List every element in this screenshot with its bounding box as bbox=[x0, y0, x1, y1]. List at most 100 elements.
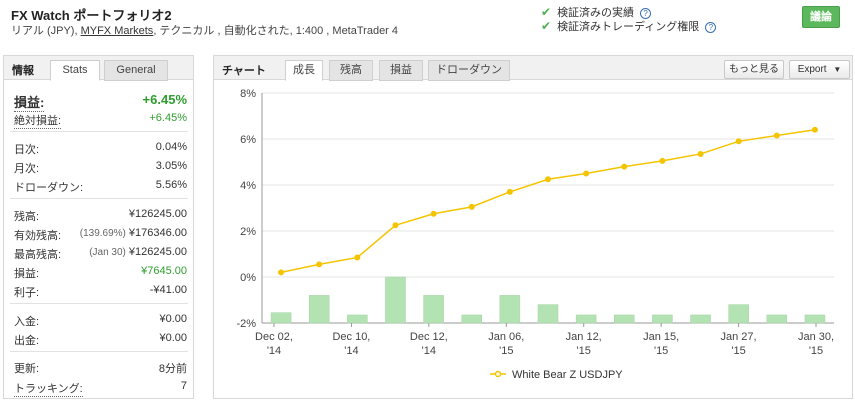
check-icon: ✔ bbox=[541, 19, 552, 33]
tab-profit[interactable]: 損益 bbox=[379, 60, 423, 81]
growth-chart: 8% 6% 4% 2% 0% -2% Dec 02, '14 Dec 10, '14 Dec 12… bbox=[236, 88, 834, 381]
tab-stats[interactable]: Stats bbox=[50, 60, 100, 81]
stat-value: ¥7645.00 bbox=[141, 265, 187, 277]
chart-bar bbox=[270, 312, 292, 324]
stat-value: ¥0.00 bbox=[159, 332, 187, 344]
x-tick-label: '14 bbox=[267, 345, 281, 357]
stat-highest: 最高残高: (Jan 30) ¥126245.00 bbox=[14, 246, 187, 262]
stat-label: 有効残高: bbox=[14, 230, 62, 242]
x-tick-label: '14 bbox=[422, 345, 436, 357]
line-layer bbox=[280, 129, 816, 274]
stat-label: 出金: bbox=[14, 335, 40, 347]
divider bbox=[10, 198, 188, 199]
stat-value: (139.69%) ¥176346.00 bbox=[80, 227, 187, 239]
legend[interactable]: White Bear Z USDJPY bbox=[490, 369, 623, 381]
x-tick-label: '15 bbox=[731, 345, 745, 357]
chart-bar bbox=[347, 314, 368, 324]
stat-label[interactable]: トラッキング: bbox=[14, 380, 83, 397]
y-tick-label: 8% bbox=[240, 88, 256, 100]
grid-layer bbox=[261, 92, 834, 324]
stat-label: 月次: bbox=[14, 163, 40, 175]
stat-equity: 有効残高: (139.69%) ¥176346.00 bbox=[14, 227, 187, 243]
data-point bbox=[621, 163, 628, 170]
more-button[interactable]: もっと見る bbox=[724, 60, 784, 79]
x-tick-label: '15 bbox=[499, 345, 513, 357]
subtitle-prefix: リアル (JPY), bbox=[11, 25, 78, 37]
tab-balance[interactable]: 残高 bbox=[329, 60, 373, 81]
info-panel: 情報 Stats General 損益: +6.45% 絶対損益: +6.45%… bbox=[3, 55, 194, 399]
y-tick-label: 6% bbox=[240, 134, 256, 146]
page-title: FX Watch ポートフォリオ2 bbox=[11, 8, 172, 23]
data-point bbox=[811, 126, 818, 133]
help-icon[interactable]: ? bbox=[705, 21, 717, 33]
export-button[interactable]: Export ▼ bbox=[789, 60, 850, 79]
data-point bbox=[354, 254, 361, 261]
stat-value: 5.56% bbox=[155, 179, 187, 191]
x-tick-label: Jan 27, bbox=[721, 331, 757, 343]
discuss-button[interactable]: 議論 bbox=[802, 6, 840, 28]
x-tick-label: '15 bbox=[654, 345, 668, 357]
data-point bbox=[583, 170, 590, 177]
chart-bar bbox=[308, 295, 330, 324]
data-point bbox=[773, 132, 780, 139]
x-tick-label: Jan 12, bbox=[566, 331, 602, 343]
y-tick-label: 4% bbox=[240, 180, 256, 192]
tab-drawdown[interactable]: ドローダウン bbox=[428, 60, 510, 81]
info-panel-header: 情報 Stats General bbox=[4, 56, 193, 81]
chart-bar bbox=[385, 276, 406, 324]
x-tick-label: Dec 02, bbox=[255, 331, 293, 343]
x-tick-label: Jan 15, bbox=[643, 331, 679, 343]
stat-value: +6.45% bbox=[149, 112, 187, 124]
chart-bar bbox=[614, 314, 635, 324]
chart-bar bbox=[766, 314, 788, 324]
stat-pl: 損益: ¥7645.00 bbox=[14, 265, 187, 281]
legend-label: White Bear Z USDJPY bbox=[512, 369, 623, 381]
chart-bar bbox=[537, 304, 559, 324]
stat-label: ドローダウン: bbox=[14, 182, 84, 194]
x-tick-label: Jan 06, bbox=[488, 331, 524, 343]
chevron-down-icon: ▼ bbox=[833, 65, 842, 74]
data-point bbox=[392, 222, 399, 229]
chart-bar bbox=[499, 295, 521, 324]
series-line bbox=[280, 129, 816, 274]
divider bbox=[10, 351, 188, 352]
chart-bar bbox=[461, 314, 482, 324]
stat-deposits: 入金: ¥0.00 bbox=[14, 313, 187, 329]
legend-marker bbox=[494, 370, 502, 378]
stat-profit: 損益: +6.45% bbox=[14, 92, 187, 112]
chart-bar bbox=[728, 304, 749, 324]
stat-value: 0.04% bbox=[155, 141, 187, 153]
chart-bar bbox=[423, 295, 444, 324]
stat-value: +6.45% bbox=[142, 92, 187, 107]
x-tick-label: '15 bbox=[809, 345, 823, 357]
stat-updated: 更新: 8分前 bbox=[14, 360, 187, 376]
help-icon[interactable]: ? bbox=[640, 7, 652, 19]
stat-daily: 日次: 0.04% bbox=[14, 141, 187, 157]
stat-value: 3.05% bbox=[155, 160, 187, 172]
verify-label-1: 検証済みの実績 bbox=[557, 7, 635, 19]
stat-label: 最高残高: bbox=[14, 249, 62, 261]
stat-label: 損益: bbox=[14, 268, 40, 280]
tab-growth[interactable]: 成長 bbox=[285, 60, 323, 81]
bar-layer bbox=[270, 276, 826, 324]
stat-label: 損益: bbox=[14, 92, 45, 112]
data-point bbox=[468, 203, 475, 210]
tab-general[interactable]: General bbox=[104, 60, 168, 81]
divider bbox=[10, 303, 188, 304]
divider bbox=[10, 131, 188, 132]
data-point bbox=[545, 176, 551, 183]
stat-value: 7 bbox=[180, 380, 187, 392]
verified-track-record: ✔ 検証済みの実績? bbox=[541, 4, 652, 20]
stat-label: 利子: bbox=[14, 287, 40, 299]
stat-value: -¥41.00 bbox=[149, 284, 187, 296]
check-icon: ✔ bbox=[541, 5, 552, 19]
stat-monthly: 月次: 3.05% bbox=[14, 160, 187, 176]
x-axis-ticks: Dec 02, '14 Dec 10, '14 Dec 12, '14 Jan 06, '15… bbox=[255, 323, 834, 357]
x-tick-label: Dec 10, bbox=[332, 331, 370, 343]
stat-withdrawals: 出金: ¥0.00 bbox=[14, 332, 187, 348]
data-point bbox=[735, 138, 742, 145]
data-point bbox=[278, 269, 285, 276]
stat-interest: 利子: -¥41.00 bbox=[14, 284, 187, 300]
chart-panel-title: チャート bbox=[222, 65, 266, 77]
broker-link[interactable]: MYFX Markets bbox=[80, 25, 154, 37]
